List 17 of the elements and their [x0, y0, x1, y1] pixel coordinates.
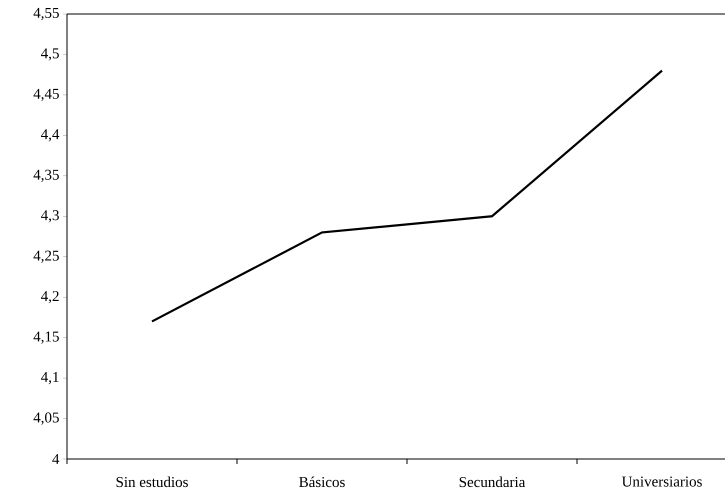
y-tick-label: 4,25: [34, 250, 59, 263]
y-tick-label: 4,3: [41, 210, 59, 222]
x-tick-label: Básicos: [299, 476, 345, 488]
y-tick-label: 4,35: [34, 170, 59, 182]
y-tick-label: 4,45: [34, 88, 59, 101]
y-tick-label: 4,05: [34, 412, 59, 425]
x-tick-label: Sin estudios: [116, 476, 188, 488]
y-tick-label: 4,4: [41, 129, 60, 142]
x-tick-label: Secundaria: [460, 476, 526, 488]
y-tick-label: 4: [52, 454, 60, 464]
line-series: [150, 70, 664, 323]
y-tick-label: 4,5: [41, 48, 59, 61]
x-tick-label: Universiarios: [622, 476, 702, 487]
y-tick-label: 4,55: [34, 8, 59, 20]
y-tick-label: 4,15: [34, 332, 59, 344]
y-tick-label: 4,1: [41, 372, 59, 384]
y-tick-label: 4,2: [41, 291, 59, 304]
